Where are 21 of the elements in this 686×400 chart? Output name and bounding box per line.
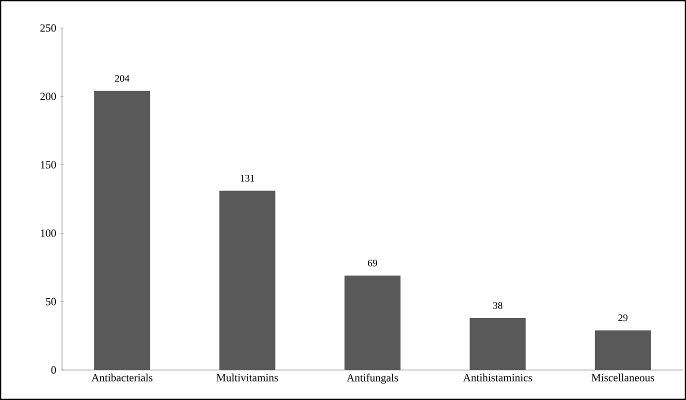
data-label: 204 — [115, 75, 130, 82]
data-label: 38 — [493, 302, 502, 309]
x-tick-label: Antifungals — [346, 374, 398, 384]
data-label: 131 — [240, 174, 254, 182]
data-label: 29 — [618, 314, 628, 322]
y-tick-label: 50 — [46, 298, 56, 306]
bar — [594, 330, 651, 370]
y-tick-label: 0 — [51, 366, 56, 374]
x-tick-label: Multivitamins — [216, 374, 278, 382]
bar — [470, 318, 526, 370]
x-tick-label: Antibacterials — [91, 374, 152, 382]
data-label: 69 — [368, 260, 378, 266]
y-tick-label: 200 — [40, 92, 56, 100]
bar — [344, 276, 401, 370]
bar — [219, 190, 276, 370]
y-tick-label: 100 — [40, 230, 56, 237]
x-tick-label: Miscellaneous — [592, 374, 654, 382]
y-tick-label: 150 — [40, 161, 56, 168]
y-tick-label: 250 — [40, 24, 56, 32]
bar — [94, 90, 150, 370]
x-tick-label: Antihistaminics — [463, 374, 532, 382]
